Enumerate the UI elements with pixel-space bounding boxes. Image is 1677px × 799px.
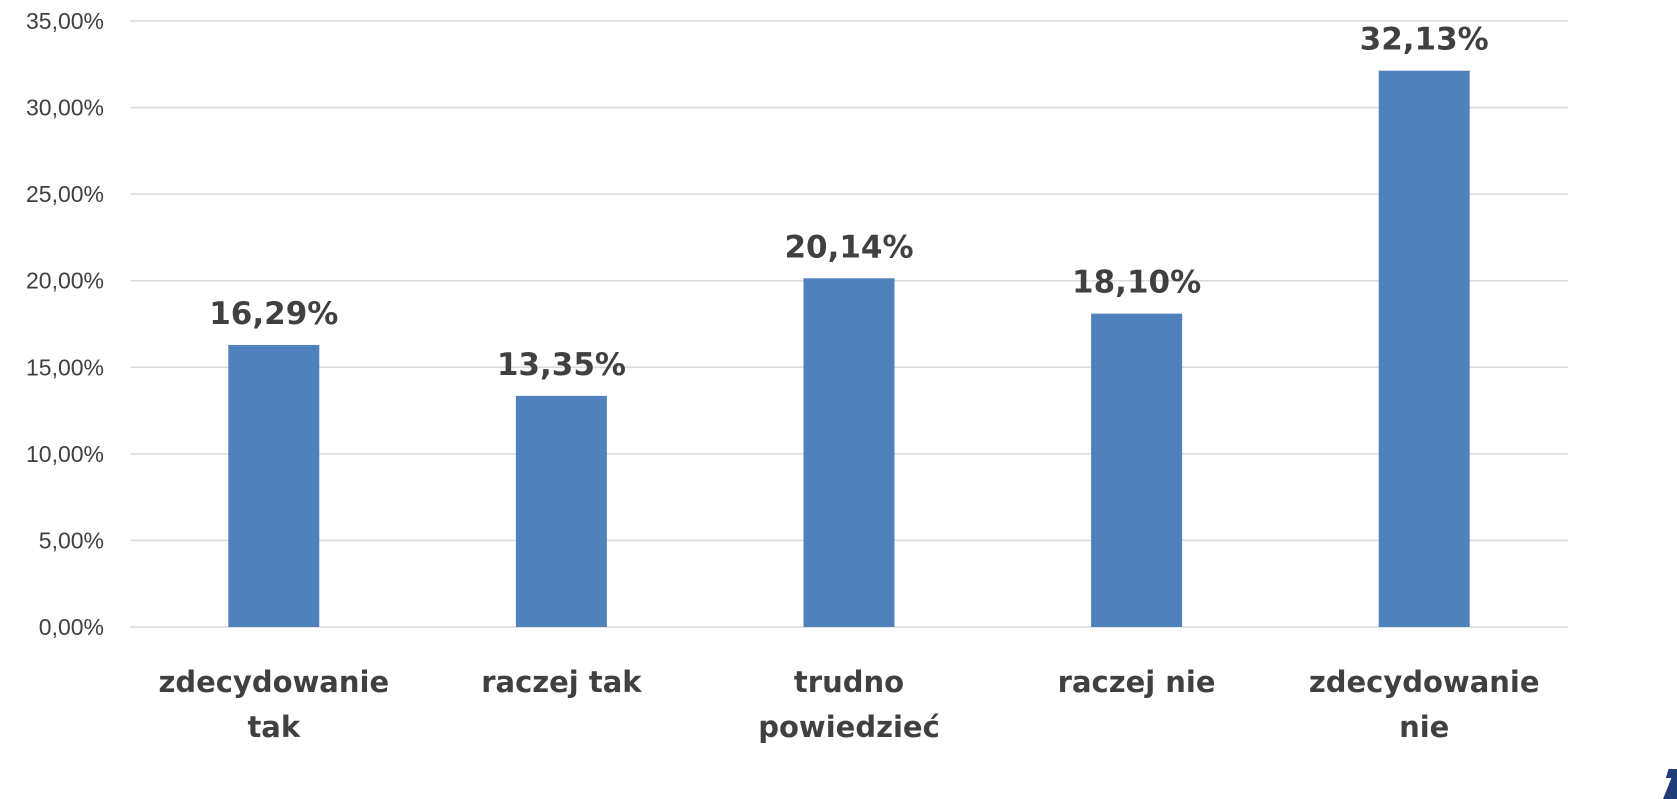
category-label-2: trudno powiedzieć	[758, 665, 940, 744]
bars	[228, 70, 1470, 627]
y-tick-label-1: 5,00%	[39, 527, 104, 553]
category-label-3: raczej nie	[1058, 665, 1216, 699]
category-label-1-line-0: raczej tak	[481, 665, 642, 699]
category-label-0: zdecydowanie tak	[158, 665, 389, 744]
y-tick-label-6: 30,00%	[26, 95, 104, 121]
bar-4	[1378, 70, 1470, 627]
data-label-1: 13,35%	[497, 347, 626, 383]
y-tick-label-2: 10,00%	[26, 441, 104, 467]
category-label-0-line-0: zdecydowanie	[158, 665, 389, 699]
category-label-4-line-1: nie	[1399, 710, 1449, 744]
bar-1	[515, 395, 607, 627]
data-label-0: 16,29%	[209, 296, 338, 332]
corner-logo-fragment	[1663, 769, 1677, 799]
data-label-4: 32,13%	[1360, 22, 1489, 58]
bar-2	[803, 278, 895, 627]
category-label-4-line-0: zdecydowanie	[1309, 665, 1540, 699]
category-label-2-line-1: powiedzieć	[758, 710, 940, 744]
category-label-4: zdecydowanie nie	[1309, 665, 1540, 744]
y-tick-label-7: 35,00%	[26, 8, 104, 34]
y-tick-label-0: 0,00%	[39, 614, 104, 640]
bar-3	[1091, 313, 1183, 627]
category-label-0-line-1: tak	[247, 710, 300, 744]
data-label-2: 20,14%	[784, 229, 913, 265]
x-axis-category-labels: zdecydowanie tak raczej tak trudno powiedzie…	[158, 665, 1539, 744]
y-tick-label-4: 20,00%	[26, 268, 104, 294]
data-label-3: 18,10%	[1072, 265, 1201, 301]
bar-0	[228, 344, 320, 627]
category-label-3-line-0: raczej nie	[1058, 665, 1216, 699]
y-tick-label-3: 15,00%	[26, 354, 104, 380]
category-label-1: raczej tak	[481, 665, 642, 699]
data-labels: 16,29% 13,35% 20,14% 18,10% 32,13%	[209, 22, 1489, 383]
category-label-2-line-0: trudno	[794, 665, 904, 699]
y-tick-label-5: 25,00%	[26, 181, 104, 207]
y-axis-tick-labels: 0,00% 5,00% 10,00% 15,00% 20,00% 25,00% 30,00%…	[26, 8, 104, 640]
